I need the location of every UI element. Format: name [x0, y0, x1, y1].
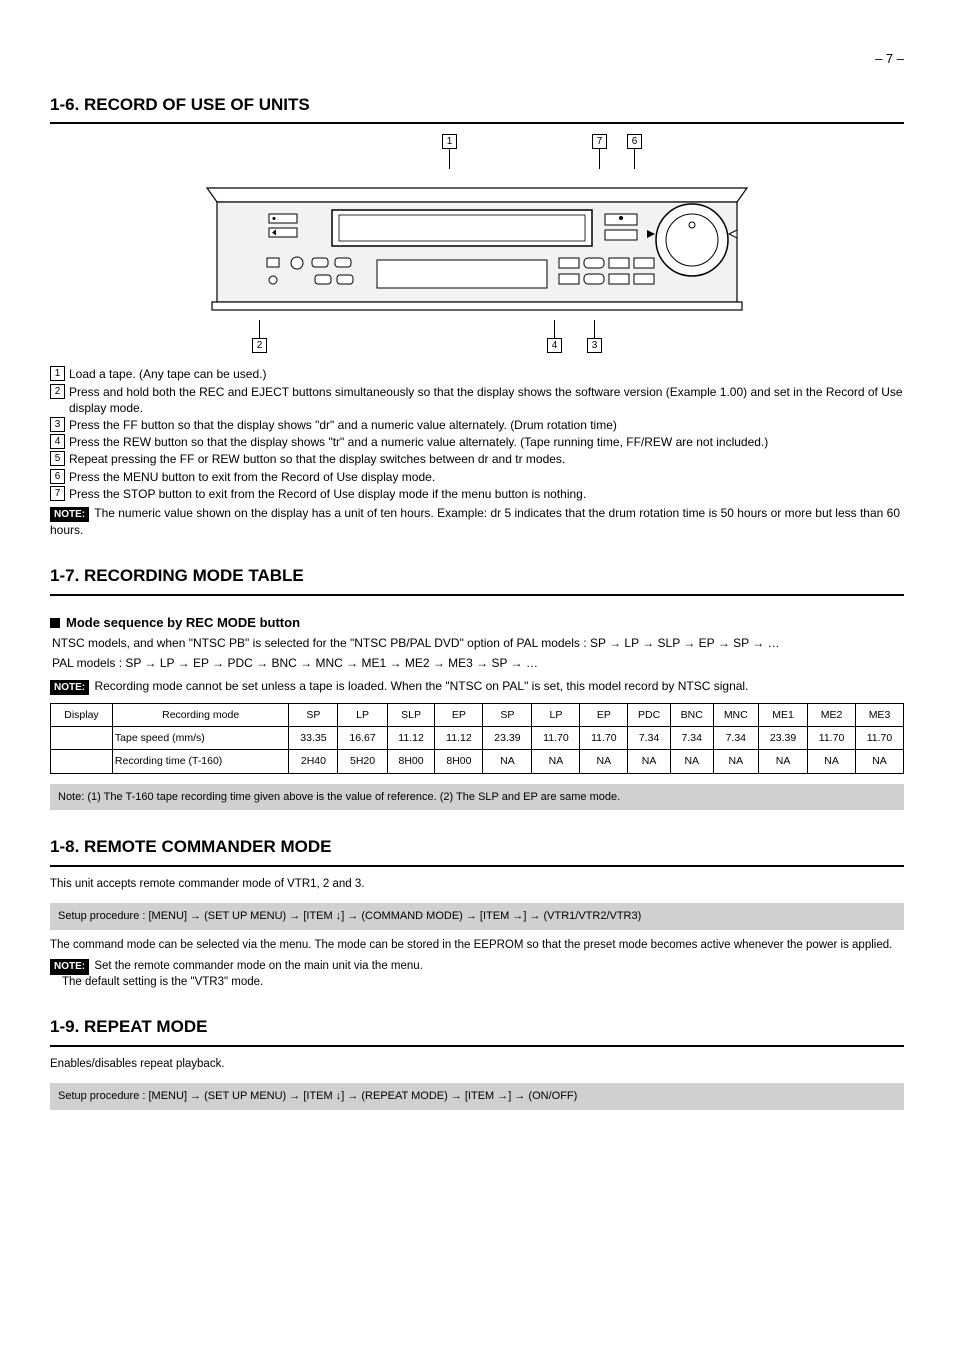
- col-mode: EP: [580, 704, 628, 727]
- note-text: The numeric value shown on the display h…: [50, 506, 900, 538]
- step-text: Repeat pressing the FF or REW button so …: [69, 451, 904, 467]
- callout-4: 4: [547, 338, 562, 353]
- callout-3: 3: [587, 338, 602, 353]
- pal-sequence: PAL models : SP → LP → EP → PDC → BNC → …: [52, 655, 904, 671]
- step-num-2: 2: [50, 384, 65, 399]
- s3-setup-procedure: Setup procedure : [MENU] → (SET UP MENU)…: [50, 903, 904, 930]
- table-footnote: Note: (1) The T-160 tape recording time …: [50, 784, 904, 811]
- col-mode: EP: [435, 704, 483, 727]
- step-list: 1Load a tape. (Any tape can be used.) 2P…: [50, 366, 904, 502]
- callout-6: 6: [627, 134, 642, 149]
- step-num-4: 4: [50, 434, 65, 449]
- s3-intro: This unit accepts remote commander mode …: [50, 877, 904, 893]
- step-num-1: 1: [50, 366, 65, 381]
- step-text: Press the STOP button to exit from the R…: [69, 486, 904, 502]
- note-1-8: NOTE: Set the remote commander mode on t…: [50, 959, 904, 990]
- note-badge: NOTE:: [50, 959, 89, 975]
- s4-intro: Enables/disables repeat playback.: [50, 1057, 904, 1073]
- rule: [50, 865, 904, 867]
- square-bullet-icon: [50, 618, 60, 628]
- callout-1: 1: [442, 134, 457, 149]
- rule: [50, 122, 904, 124]
- step-text: Press the REW button so that the display…: [69, 434, 904, 450]
- rule: [50, 1045, 904, 1047]
- step-text: Press the MENU button to exit from the R…: [69, 469, 904, 485]
- note-1-7: NOTE: Recording mode cannot be set unles…: [50, 678, 904, 696]
- col-mode: BNC: [670, 704, 713, 727]
- step-num-6: 6: [50, 469, 65, 484]
- vcr-diagram: 1 7 6: [197, 134, 757, 356]
- note-badge: NOTE:: [50, 680, 89, 696]
- section-1-7-title: 1-7. RECORDING MODE TABLE: [50, 565, 904, 588]
- col-mode: SP: [289, 704, 338, 727]
- step-num-7: 7: [50, 486, 65, 501]
- section-1-8-title: 1-8. REMOTE COMMANDER MODE: [50, 836, 904, 859]
- step-num-3: 3: [50, 417, 65, 432]
- note-text-1: Set the remote commander mode on the mai…: [94, 960, 423, 972]
- note-1-6: NOTE: The numeric value shown on the dis…: [50, 505, 904, 539]
- step-text: Press and hold both the REC and EJECT bu…: [69, 384, 904, 416]
- col-mode: MNC: [713, 704, 758, 727]
- s3-para: The command mode can be selected via the…: [50, 938, 904, 954]
- note-text-2: The default setting is the "VTR3" mode.: [62, 975, 904, 991]
- col-mode: ME3: [855, 704, 903, 727]
- rule: [50, 594, 904, 596]
- ntsc-sequence: NTSC models, and when "NTSC PB" is selec…: [52, 635, 904, 651]
- recording-mode-table: DisplayRecording modeSPLPSLPEPSPLPEPPDCB…: [50, 703, 904, 774]
- callout-2: 2: [252, 338, 267, 353]
- page-number: – 7 –: [50, 50, 904, 68]
- section-1-9-title: 1-9. REPEAT MODE: [50, 1016, 904, 1039]
- pal-seq-values: SP → LP → EP → PDC → BNC → MNC → ME1 → M…: [125, 656, 538, 670]
- callout-7: 7: [592, 134, 607, 149]
- col-mode: PDC: [628, 704, 671, 727]
- mode-seq-title: Mode sequence by REC MODE button: [50, 614, 904, 632]
- col-mode: ME1: [758, 704, 807, 727]
- col-mode: SP: [483, 704, 532, 727]
- step-text: Press the FF button so that the display …: [69, 417, 904, 433]
- col-recmode: Recording mode: [112, 704, 288, 727]
- col-mode: LP: [338, 704, 387, 727]
- note-text: Recording mode cannot be set unless a ta…: [94, 679, 748, 693]
- section-1-6-title: 1-6. RECORD OF USE OF UNITS: [50, 94, 904, 117]
- step-text: Load a tape. (Any tape can be used.): [69, 366, 904, 382]
- ntsc-seq-values: SP → LP → SLP → EP → SP → …: [590, 636, 780, 650]
- col-mode: ME2: [808, 704, 856, 727]
- vcr-illustration: [197, 170, 757, 320]
- s4-setup-procedure: Setup procedure : [MENU] → (SET UP MENU)…: [50, 1083, 904, 1110]
- col-mode: LP: [532, 704, 580, 727]
- col-display: Display: [51, 704, 113, 727]
- step-num-5: 5: [50, 451, 65, 466]
- col-mode: SLP: [387, 704, 435, 727]
- note-badge: NOTE:: [50, 507, 89, 523]
